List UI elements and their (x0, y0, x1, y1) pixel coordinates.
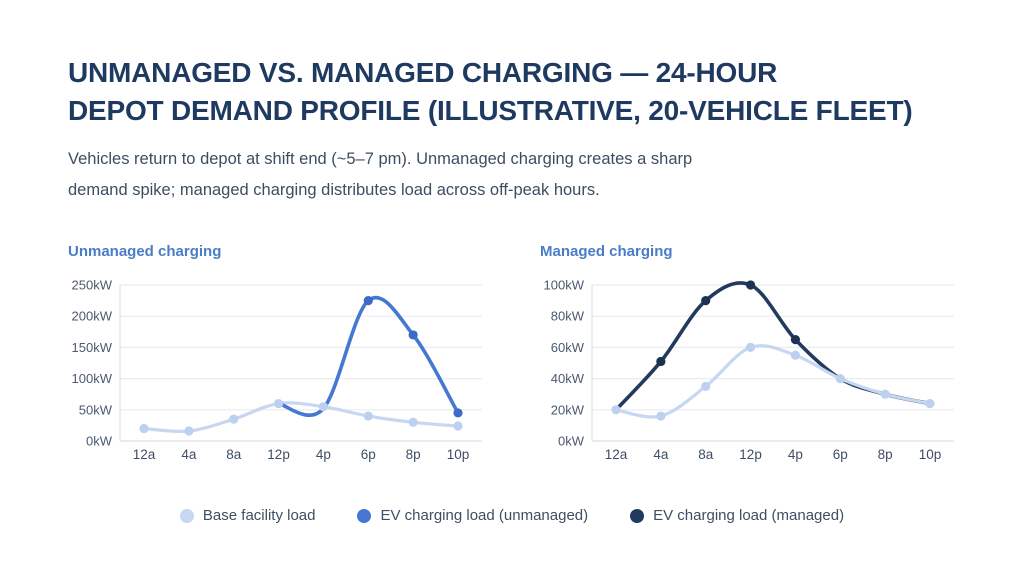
data-point-marker (656, 411, 666, 421)
svg-text:8a: 8a (698, 447, 714, 462)
y-axis-labels: 0kW 50kW 100kW 150kW 200kW 250kW (72, 278, 113, 449)
data-point-marker (701, 296, 711, 306)
page-title: UNMANAGED VS. MANAGED CHARGING — 24-HOUR… (68, 54, 968, 130)
managed-chart: Managed charging 0kW 20kW 40kW 60kW 80kW 100k… (540, 243, 970, 474)
svg-text:60kW: 60kW (551, 340, 585, 355)
legend-label-managed: EV charging load (managed) (653, 507, 845, 524)
svg-text:100kW: 100kW (544, 278, 585, 293)
legend-dot-unmanaged (357, 508, 372, 523)
data-point-marker (835, 374, 845, 384)
svg-text:8p: 8p (406, 447, 421, 462)
svg-text:10p: 10p (447, 447, 470, 462)
svg-text:8a: 8a (226, 447, 242, 462)
header: UNMANAGED VS. MANAGED CHARGING — 24-HOUR… (68, 54, 968, 206)
svg-text:4p: 4p (788, 447, 803, 462)
chart-svg: 0kW 20kW 40kW 60kW 80kW 100kW 12a 4a 8a 12p 4p 6p 8p… (544, 278, 954, 462)
svg-text:10p: 10p (919, 447, 942, 462)
data-point-marker (656, 356, 666, 367)
data-point-marker (453, 408, 463, 418)
data-point-marker (184, 426, 194, 436)
data-point-marker (611, 405, 621, 415)
managed-chart-title: Managed charging (540, 243, 673, 260)
svg-text:12a: 12a (133, 447, 156, 462)
svg-text:12p: 12p (267, 447, 290, 462)
data-point-marker (318, 402, 329, 412)
data-point-marker (880, 389, 890, 399)
series-line (276, 296, 460, 417)
svg-text:0kW: 0kW (558, 434, 585, 449)
svg-text:4a: 4a (181, 447, 197, 462)
legend-label-base-load: Base facility load (202, 507, 316, 524)
svg-text:6p: 6p (361, 447, 376, 462)
svg-text:50kW: 50kW (79, 402, 113, 417)
x-axis-labels: 12a 4a 8a 12p 4p 6p 8p 10p (133, 447, 470, 462)
data-point-marker (453, 421, 463, 431)
chart-svg: 0kW 50kW 100kW 150kW 200kW 250kW 12a 4a 8a 12p 4p 6… (72, 278, 482, 462)
svg-text:40kW: 40kW (551, 371, 585, 386)
legend-label-unmanaged: EV charging load (unmanaged) (380, 507, 589, 524)
data-point-marker (408, 330, 418, 340)
unmanaged-chart-title: Unmanaged charging (68, 243, 222, 260)
svg-text:12a: 12a (605, 447, 628, 462)
page-subtitle-line-1: Vehicles return to depot at shift end (~… (68, 150, 693, 168)
data-point-marker (139, 423, 149, 434)
gridlines (591, 284, 954, 442)
data-point-marker (790, 335, 801, 345)
svg-text:150kW: 150kW (72, 340, 113, 355)
data-point-marker (925, 398, 935, 409)
svg-text:12p: 12p (739, 447, 762, 462)
legend-item-managed: EV charging load (managed) (630, 507, 844, 524)
svg-text:250kW: 250kW (72, 278, 113, 293)
svg-text:4p: 4p (316, 447, 331, 462)
page-title-line-2: DEPOT DEMAND PROFILE (ILLUSTRATIVE, 20-V… (68, 95, 913, 126)
svg-text:6p: 6p (833, 447, 848, 462)
svg-text:200kW: 200kW (72, 309, 113, 324)
svg-text:0kW: 0kW (86, 434, 113, 449)
data-point-marker (408, 417, 418, 427)
x-axis-labels: 12a 4a 8a 12p 4p 6p 8p 10p (605, 447, 942, 462)
svg-text:4a: 4a (653, 447, 669, 462)
page-subtitle: Vehicles return to depot at shift end (~… (68, 144, 968, 206)
data-point-marker (363, 296, 373, 306)
managed-chart-canvas: 0kW 20kW 40kW 60kW 80kW 100kW 12a 4a 8a 12p 4p 6p 8p… (540, 269, 970, 474)
gridlines (119, 284, 482, 442)
data-point-marker (745, 280, 756, 290)
y-axis-labels: 0kW 20kW 40kW 60kW 80kW 100kW (544, 278, 585, 449)
data-point-marker (363, 411, 373, 421)
legend-dot-managed (630, 508, 645, 523)
unmanaged-chart-canvas: 0kW 50kW 100kW 150kW 200kW 250kW 12a 4a 8a 12p 4p 6… (68, 269, 498, 474)
data-point-marker (745, 342, 756, 352)
legend-item-unmanaged: EV charging load (unmanaged) (357, 507, 588, 524)
svg-text:80kW: 80kW (551, 309, 585, 324)
unmanaged-chart: Unmanaged charging 0kW 50kW 100kW 150kW 200k… (68, 243, 498, 474)
page-title-line-1: UNMANAGED VS. MANAGED CHARGING — 24-HOUR (68, 57, 778, 88)
data-point-marker (790, 350, 801, 360)
svg-text:100kW: 100kW (72, 371, 113, 386)
page-subtitle-line-2: demand spike; managed charging distribut… (68, 181, 600, 199)
svg-text:8p: 8p (878, 447, 893, 462)
chart-legend: Base facility load EV charging load (unm… (0, 507, 1024, 524)
data-point-marker (701, 381, 711, 391)
svg-text:20kW: 20kW (551, 402, 585, 417)
data-point-marker (273, 398, 284, 409)
data-point-marker (229, 414, 239, 424)
legend-dot-base-load (179, 508, 194, 523)
legend-item-base-load: Base facility load (179, 507, 316, 524)
